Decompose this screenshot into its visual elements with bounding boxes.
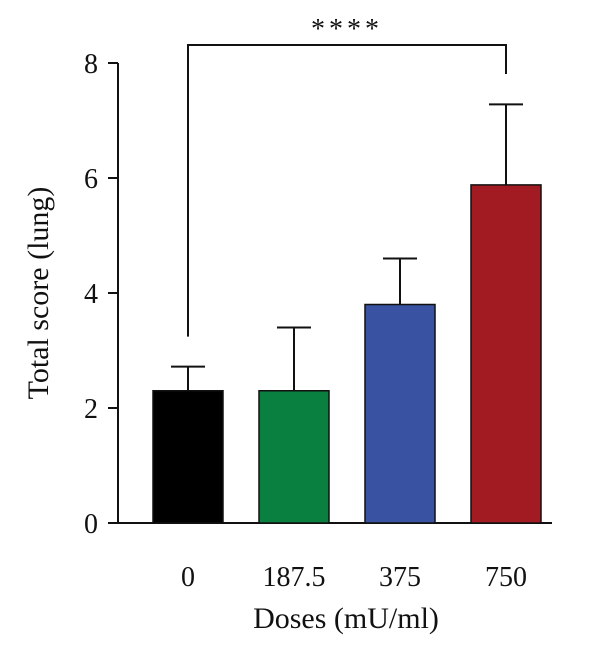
x-tick-label: 187.5 [263,562,326,593]
error-bars [171,103,523,391]
bar [258,390,330,524]
bars [152,184,542,524]
significance-line [187,44,507,337]
y-tick-label: 6 [84,164,98,195]
significance-label: **** [311,14,383,45]
x-tick-label: 375 [379,562,421,593]
bar [152,390,224,524]
x-axis-title: Doses (mU/ml) [253,602,439,635]
x-tick-label: 0 [181,562,195,593]
significance-bracket: **** [187,14,507,337]
y-tick-label: 2 [84,394,98,425]
bar [470,184,542,524]
x-tick-label: 750 [485,562,527,593]
y-axis: 0 2 4 6 8 [84,49,119,540]
y-tick-label: 0 [84,509,98,540]
y-tick-label: 4 [84,279,98,310]
y-axis-title: Total score (lung) [22,187,55,400]
bar [364,303,436,524]
x-axis: 0 187.5 375 750 [118,522,552,593]
y-tick-label: 8 [84,49,98,80]
